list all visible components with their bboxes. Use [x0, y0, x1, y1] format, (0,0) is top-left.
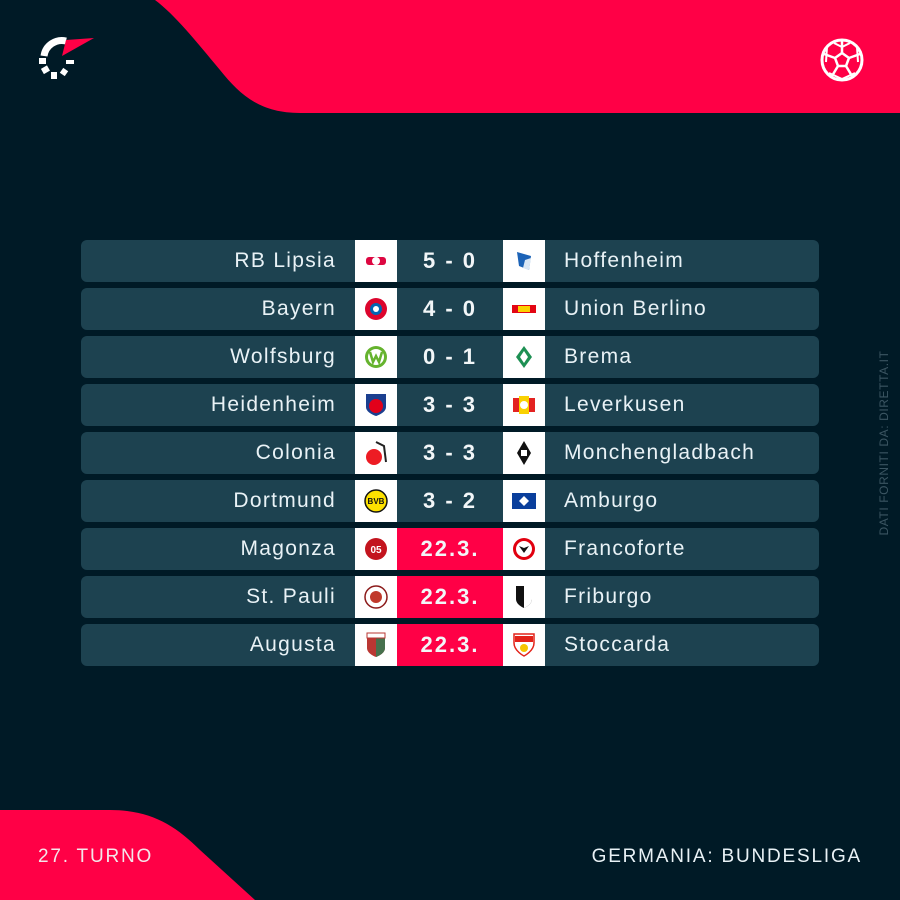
union-berlin-crest-icon: [503, 288, 545, 330]
augsburg-crest-icon: [355, 624, 397, 666]
match-row[interactable]: Bayern 4 - 0 Union Berlino: [81, 288, 819, 330]
match-score: 3 - 3: [397, 384, 503, 426]
away-team: Friburgo: [545, 576, 819, 618]
home-team: Heidenheim: [81, 384, 355, 426]
hamburg-crest-icon: [503, 480, 545, 522]
away-team: Francoforte: [545, 528, 819, 570]
heidenheim-crest-icon: [355, 384, 397, 426]
home-team: Magonza: [81, 528, 355, 570]
match-row[interactable]: Augusta 22.3. Stoccarda: [81, 624, 819, 666]
match-row[interactable]: Wolfsburg 0 - 1 Brema: [81, 336, 819, 378]
match-row[interactable]: RB Lipsia 5 - 0 Hoffenheim: [81, 240, 819, 282]
leverkusen-crest-icon: [503, 384, 545, 426]
wolfsburg-crest-icon: [355, 336, 397, 378]
werder-bremen-crest-icon: [503, 336, 545, 378]
frankfurt-crest-icon: [503, 528, 545, 570]
hoffenheim-crest-icon: [503, 240, 545, 282]
match-score: 0 - 1: [397, 336, 503, 378]
dortmund-crest-icon: BVB: [355, 480, 397, 522]
away-team: Amburgo: [545, 480, 819, 522]
away-team: Leverkusen: [545, 384, 819, 426]
match-score: 3 - 2: [397, 480, 503, 522]
round-label: 27. TURNO: [38, 846, 154, 867]
home-team: Augusta: [81, 624, 355, 666]
away-team: Stoccarda: [545, 624, 819, 666]
st-pauli-crest-icon: [355, 576, 397, 618]
match-score: 4 - 0: [397, 288, 503, 330]
match-row[interactable]: Heidenheim 3 - 3 Leverkusen: [81, 384, 819, 426]
bottom-accent-shape: [0, 810, 255, 900]
match-score: 3 - 3: [397, 432, 503, 474]
top-accent-shape: [155, 0, 900, 113]
gladbach-crest-icon: [503, 432, 545, 474]
bayern-crest-icon: [355, 288, 397, 330]
svg-text:05: 05: [370, 545, 382, 556]
mainz-crest-icon: 05: [355, 528, 397, 570]
svg-text:BVB: BVB: [368, 497, 385, 506]
home-team: Bayern: [81, 288, 355, 330]
match-date: 22.3.: [397, 624, 503, 666]
flashscore-logo-icon: [39, 37, 94, 79]
match-score: 5 - 0: [397, 240, 503, 282]
stuttgart-crest-icon: [503, 624, 545, 666]
match-row[interactable]: Colonia 3 - 3 Monchengladbach: [81, 432, 819, 474]
home-team: Dortmund: [81, 480, 355, 522]
koln-crest-icon: [355, 432, 397, 474]
away-team: Monchengladbach: [545, 432, 819, 474]
match-list: RB Lipsia 5 - 0 Hoffenheim Bayern 4 - 0 …: [81, 240, 819, 672]
away-team: Hoffenheim: [545, 240, 819, 282]
home-team: St. Pauli: [81, 576, 355, 618]
match-date: 22.3.: [397, 576, 503, 618]
data-source-credit: DATI FORNITI DA: DIRETTA.IT: [877, 350, 891, 536]
away-team: Union Berlino: [545, 288, 819, 330]
match-row[interactable]: Magonza 05 22.3. Francoforte: [81, 528, 819, 570]
league-label: GERMANIA: BUNDESLIGA: [591, 846, 862, 867]
home-team: Wolfsburg: [81, 336, 355, 378]
match-date: 22.3.: [397, 528, 503, 570]
rb-leipzig-crest-icon: [355, 240, 397, 282]
soccer-ball-icon: [820, 38, 864, 82]
home-team: Colonia: [81, 432, 355, 474]
away-team: Brema: [545, 336, 819, 378]
freiburg-crest-icon: [503, 576, 545, 618]
match-row[interactable]: St. Pauli 22.3. Friburgo: [81, 576, 819, 618]
home-team: RB Lipsia: [81, 240, 355, 282]
match-row[interactable]: Dortmund BVB 3 - 2 Amburgo: [81, 480, 819, 522]
